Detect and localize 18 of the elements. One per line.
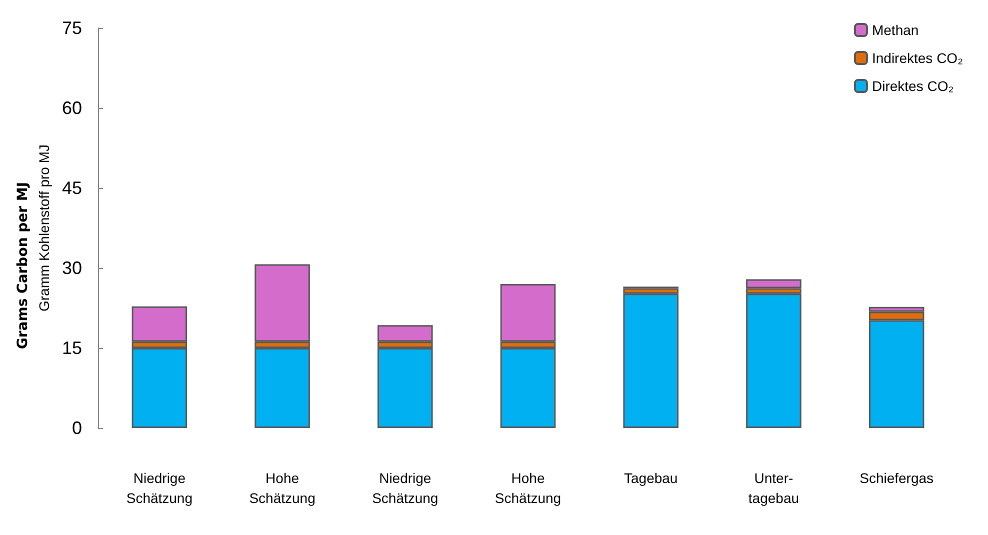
x-tick-label: Unter-tagebau <box>748 470 800 506</box>
y-tick-label: 15 <box>62 338 82 358</box>
y-tick-label: 30 <box>62 258 82 278</box>
legend-label: Methan <box>872 22 919 38</box>
y-tick-label: 60 <box>62 98 82 118</box>
y-tick-label: 75 <box>62 18 82 38</box>
x-tick-label: Schiefergas <box>860 470 934 486</box>
x-tick-label: Hohe Schätzung <box>249 470 316 506</box>
legend-label: Indirektes CO₂ <box>872 50 964 66</box>
x-tick-label: Tagebau <box>624 470 678 486</box>
x-tick-label: Hohe Schätzung <box>494 470 562 506</box>
y-axis-title: Gramm Kohlenstoff pro MJ <box>36 144 52 312</box>
x-tick-label: Niedrige Schätzung <box>126 470 193 506</box>
text: Grams Carbon per MJ <box>15 182 31 350</box>
x-tick-label: Niedrige Schätzung <box>372 470 438 506</box>
y-tick-label: 0 <box>72 418 82 438</box>
legend-label: Direktes CO₂ <box>872 78 954 94</box>
y-tick-label: 45 <box>62 178 82 198</box>
